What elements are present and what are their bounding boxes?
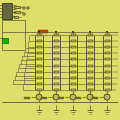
Circle shape <box>75 97 77 99</box>
Bar <box>14 6 20 8</box>
Bar <box>36 40 42 42</box>
Bar <box>54 40 59 42</box>
Bar <box>54 89 59 91</box>
Bar <box>87 65 93 67</box>
Circle shape <box>92 97 94 99</box>
Bar <box>36 71 42 73</box>
Bar <box>87 71 93 73</box>
Circle shape <box>96 97 98 99</box>
Bar <box>54 83 59 85</box>
Circle shape <box>41 97 43 99</box>
Circle shape <box>62 97 64 99</box>
Bar <box>87 46 93 48</box>
Bar <box>105 58 109 60</box>
Bar <box>71 40 75 42</box>
Bar <box>87 89 93 91</box>
Bar <box>71 34 75 36</box>
Circle shape <box>70 94 76 100</box>
Bar <box>54 34 59 36</box>
Bar <box>54 71 59 73</box>
Bar <box>105 71 109 73</box>
Bar <box>36 89 42 91</box>
Bar <box>36 52 42 54</box>
Circle shape <box>24 97 26 99</box>
Bar <box>54 65 59 67</box>
Bar <box>36 65 42 67</box>
Circle shape <box>28 97 30 99</box>
Bar <box>2 38 8 43</box>
Bar <box>87 58 93 60</box>
Circle shape <box>43 97 45 99</box>
Bar <box>105 40 109 42</box>
Circle shape <box>53 94 59 100</box>
Circle shape <box>60 97 62 99</box>
Bar <box>87 77 93 79</box>
Bar <box>54 58 59 60</box>
Circle shape <box>26 97 28 99</box>
Bar <box>36 46 42 48</box>
Circle shape <box>38 31 40 33</box>
Bar <box>14 16 18 18</box>
Circle shape <box>23 13 25 15</box>
Bar <box>36 58 42 60</box>
Circle shape <box>55 31 57 33</box>
Bar <box>71 71 75 73</box>
Circle shape <box>79 97 81 99</box>
Bar <box>87 34 93 36</box>
Circle shape <box>106 31 108 33</box>
Bar <box>105 83 109 85</box>
Bar <box>71 77 75 79</box>
Bar <box>87 52 93 54</box>
Bar <box>105 89 109 91</box>
Bar <box>71 83 75 85</box>
Bar <box>54 77 59 79</box>
Circle shape <box>87 94 93 100</box>
Bar <box>36 77 42 79</box>
Circle shape <box>36 94 42 100</box>
Bar <box>105 34 109 36</box>
Bar <box>2 3 12 19</box>
Bar <box>87 40 93 42</box>
Bar <box>105 65 109 67</box>
Bar <box>71 52 75 54</box>
Bar <box>105 77 109 79</box>
Circle shape <box>104 94 110 100</box>
Circle shape <box>45 97 47 99</box>
Bar <box>38 30 48 33</box>
Bar <box>14 11 20 13</box>
Circle shape <box>27 7 29 9</box>
Circle shape <box>23 7 25 9</box>
Bar <box>54 52 59 54</box>
Circle shape <box>89 31 91 33</box>
Bar <box>36 34 42 36</box>
Bar <box>87 83 93 85</box>
Bar <box>54 46 59 48</box>
Circle shape <box>58 97 60 99</box>
Bar <box>71 89 75 91</box>
Circle shape <box>94 97 96 99</box>
Bar <box>36 83 42 85</box>
Circle shape <box>72 31 74 33</box>
Circle shape <box>77 97 79 99</box>
Bar <box>71 58 75 60</box>
Bar <box>71 46 75 48</box>
Bar <box>105 52 109 54</box>
Bar <box>71 65 75 67</box>
Bar <box>105 46 109 48</box>
